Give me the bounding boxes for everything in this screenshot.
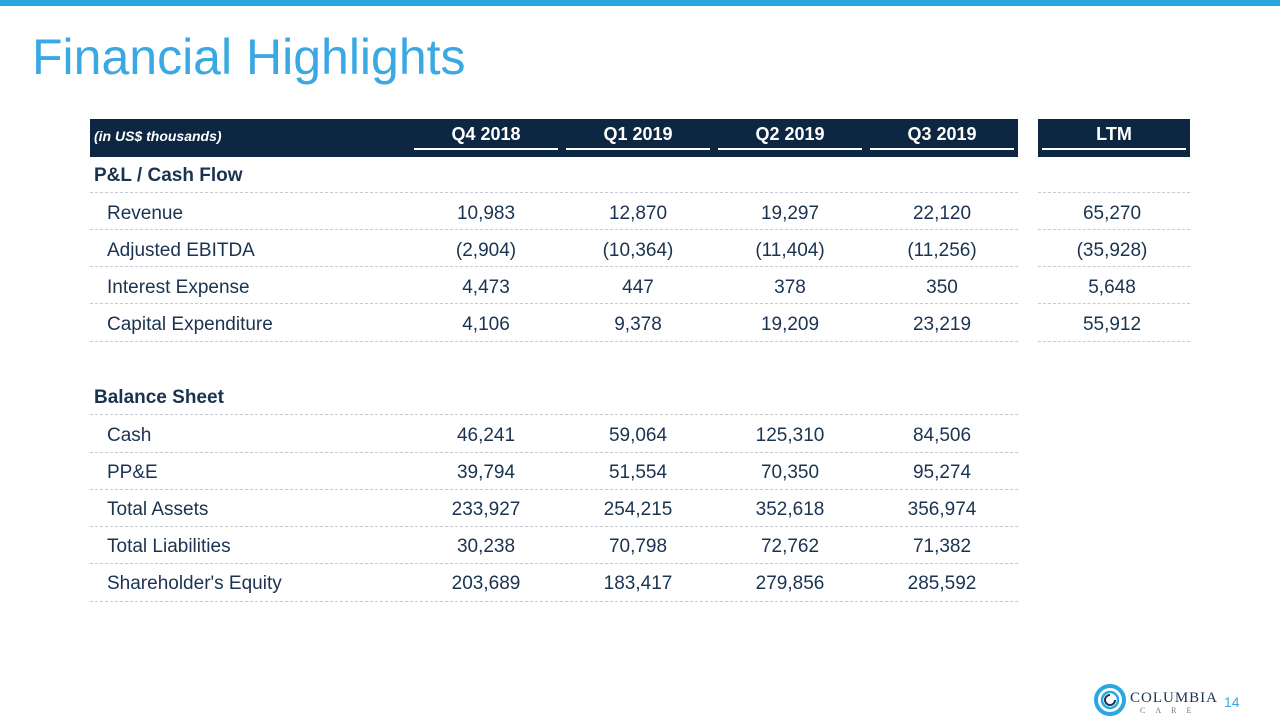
row-divider bbox=[90, 452, 1018, 453]
row-divider bbox=[90, 489, 1018, 490]
table-cell: (10,364) bbox=[602, 240, 674, 261]
table-cell: 356,974 bbox=[907, 499, 977, 520]
column-header-q3-2019: Q3 2019 bbox=[870, 122, 1014, 150]
table-cell: 22,120 bbox=[912, 203, 972, 224]
table-cell: 203,689 bbox=[451, 573, 521, 594]
table-cell: 95,274 bbox=[912, 462, 972, 483]
table-header-band-ltm bbox=[1038, 119, 1190, 157]
table-cell: 12,870 bbox=[608, 203, 668, 224]
table-cell: (11,404) bbox=[755, 240, 825, 261]
table-cell: 30,238 bbox=[456, 536, 516, 557]
table-cell: 9,378 bbox=[614, 314, 662, 335]
row-label-adjusted-ebitda: Adjusted EBITDA bbox=[107, 240, 255, 261]
row-label-ppe: PP&E bbox=[107, 462, 158, 483]
table-cell: 279,856 bbox=[755, 573, 825, 594]
row-label-interest-expense: Interest Expense bbox=[107, 277, 250, 298]
section-title-balance-sheet: Balance Sheet bbox=[94, 387, 224, 408]
row-label-cash: Cash bbox=[107, 425, 152, 446]
row-divider bbox=[90, 266, 1018, 267]
table-cell: 71,382 bbox=[912, 536, 972, 557]
table-cell: (35,928) bbox=[1076, 240, 1148, 261]
table-cell: 84,506 bbox=[912, 425, 972, 446]
table-header-band bbox=[90, 119, 1018, 157]
row-divider bbox=[1038, 192, 1190, 193]
table-cell: 70,798 bbox=[608, 536, 668, 557]
table-cell: 233,927 bbox=[451, 499, 521, 520]
columbia-care-logo-icon bbox=[1094, 684, 1126, 716]
table-cell: 65,270 bbox=[1082, 203, 1142, 224]
row-label-total-assets: Total Assets bbox=[107, 499, 209, 520]
table-cell: 350 bbox=[926, 277, 958, 298]
table-cell: 254,215 bbox=[603, 499, 673, 520]
section-title-pl-cash-flow: P&L / Cash Flow bbox=[94, 165, 243, 186]
table-cell: 4,473 bbox=[462, 277, 510, 298]
table-cell: 72,762 bbox=[760, 536, 820, 557]
logo-subtitle: CARE bbox=[1140, 706, 1202, 715]
row-divider bbox=[1038, 266, 1190, 267]
row-label-capital-expenditure: Capital Expenditure bbox=[107, 314, 273, 335]
row-divider bbox=[1038, 303, 1190, 304]
column-header-q4-2018: Q4 2018 bbox=[414, 122, 558, 150]
row-label-shareholders-equity: Shareholder's Equity bbox=[107, 573, 282, 594]
table-cell: 352,618 bbox=[755, 499, 825, 520]
table-cell: (2,904) bbox=[455, 240, 517, 261]
table-cell: 51,554 bbox=[608, 462, 668, 483]
table-cell: 125,310 bbox=[755, 425, 825, 446]
row-divider bbox=[90, 526, 1018, 527]
page-title: Financial Highlights bbox=[32, 29, 466, 85]
page-number: 14 bbox=[1224, 694, 1240, 710]
row-divider bbox=[90, 563, 1018, 564]
row-label-revenue: Revenue bbox=[107, 203, 184, 224]
column-header-q2-2019: Q2 2019 bbox=[718, 122, 862, 150]
row-divider bbox=[90, 601, 1018, 602]
column-header-ltm: LTM bbox=[1042, 122, 1186, 150]
table-cell: 5,648 bbox=[1088, 277, 1136, 298]
table-cell: 378 bbox=[774, 277, 806, 298]
table-cell: 447 bbox=[622, 277, 654, 298]
top-accent-bar bbox=[0, 0, 1280, 6]
row-divider bbox=[90, 414, 1018, 415]
table-cell: 70,350 bbox=[760, 462, 820, 483]
column-header-q1-2019: Q1 2019 bbox=[566, 122, 710, 150]
row-divider bbox=[90, 341, 1018, 342]
row-divider bbox=[90, 303, 1018, 304]
table-cell: 23,219 bbox=[912, 314, 972, 335]
table-cell: 19,297 bbox=[760, 203, 820, 224]
row-divider bbox=[90, 192, 1018, 193]
table-cell: 19,209 bbox=[760, 314, 820, 335]
table-cell: 183,417 bbox=[603, 573, 673, 594]
row-label-total-liabilities: Total Liabilities bbox=[107, 536, 231, 557]
row-divider bbox=[90, 229, 1018, 230]
table-cell: 55,912 bbox=[1082, 314, 1142, 335]
table-cell: 59,064 bbox=[608, 425, 668, 446]
table-cell: 46,241 bbox=[456, 425, 516, 446]
table-cell: 39,794 bbox=[456, 462, 516, 483]
logo-name: COLUMBIA bbox=[1130, 690, 1219, 706]
unit-note: (in US$ thousands) bbox=[94, 128, 222, 144]
row-divider bbox=[1038, 341, 1190, 342]
table-cell: (11,256) bbox=[907, 240, 977, 261]
table-cell: 4,106 bbox=[462, 314, 510, 335]
table-cell: 285,592 bbox=[907, 573, 977, 594]
table-cell: 10,983 bbox=[456, 203, 516, 224]
row-divider bbox=[1038, 229, 1190, 230]
